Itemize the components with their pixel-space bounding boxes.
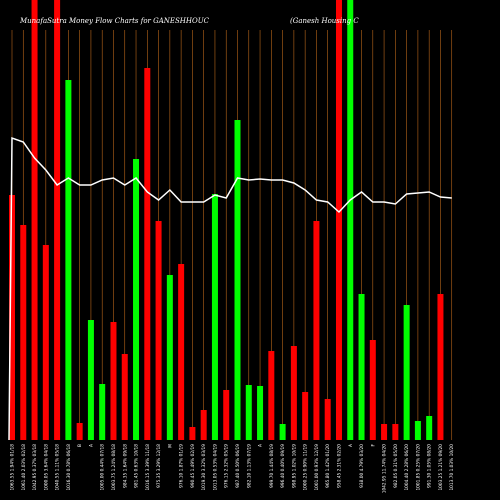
bar-15 bbox=[166, 275, 173, 440]
x-tick-label: A bbox=[258, 444, 264, 447]
bar-25 bbox=[279, 424, 286, 440]
x-tick-label: A bbox=[88, 444, 94, 447]
bar-35 bbox=[392, 424, 399, 440]
bar-37 bbox=[414, 421, 421, 440]
x-tick-label: 984.35 1.64% 09/18 bbox=[122, 444, 128, 488]
x-tick-label: A bbox=[348, 444, 354, 447]
bar-18 bbox=[200, 410, 207, 440]
x-tick-label: 1019.30 3.32% 03/19 bbox=[201, 444, 207, 491]
bar-28 bbox=[313, 221, 320, 440]
x-tick-label: 1001.85 0.25% 07/20 bbox=[415, 444, 421, 491]
bar-22 bbox=[245, 385, 252, 440]
x-tick-label: 998.95 1.02% 10/19 bbox=[291, 444, 297, 488]
bar-10 bbox=[110, 322, 117, 440]
x-tick-label: 999.70 1.44% 08/19 bbox=[269, 444, 275, 488]
bar-29 bbox=[324, 399, 331, 440]
bar-9 bbox=[99, 384, 106, 440]
x-tick-label: B bbox=[77, 444, 83, 447]
bar-26 bbox=[290, 346, 297, 440]
x-tick-label: M bbox=[167, 444, 173, 448]
bar-27 bbox=[302, 392, 309, 440]
bar-32 bbox=[358, 294, 365, 440]
bar-33 bbox=[369, 340, 376, 440]
x-tick-label: 1000.25 0.90% 11/19 bbox=[303, 444, 309, 491]
grid-lines bbox=[11, 30, 453, 440]
x-tick-label: 990.45 1.49% 02/19 bbox=[190, 444, 196, 488]
x-tick-label: 1000.05 3.64% 04/18 bbox=[43, 444, 49, 491]
x-tick-label: 1001.00 0.93% 12/19 bbox=[314, 444, 320, 491]
x-tick-label: 975.35 3.29% 12/18 bbox=[156, 444, 162, 488]
x-tick-label: 981.45 0.63% 10/18 bbox=[134, 444, 140, 488]
x-tick-label: 982.10 1.13% 07/19 bbox=[246, 444, 252, 488]
x-tick-label: F bbox=[370, 443, 376, 446]
bar-16 bbox=[178, 264, 185, 440]
x-tick-label: 1013.70 1.03% 10/20 bbox=[449, 444, 455, 491]
bar-19 bbox=[211, 194, 218, 440]
x-tick-label: 996.40 0.40% 09/19 bbox=[280, 444, 286, 488]
x-tick-label: 982.05 0.31% 05/20 bbox=[393, 444, 399, 488]
x-tick-label: 1013.05 0.53% 04/19 bbox=[212, 444, 218, 491]
chart-subtitle: (Ganesh Housing C bbox=[290, 17, 359, 25]
x-tick-label: 1042.95 0.37% 03/18 bbox=[32, 444, 38, 491]
x-tick-label: 1061.40 2.03% 02/18 bbox=[21, 444, 27, 491]
bar-14 bbox=[155, 221, 162, 440]
bar-24 bbox=[268, 351, 275, 440]
money-flow-line bbox=[8, 136, 452, 441]
bar-23 bbox=[257, 386, 264, 440]
x-tick-label: 958.45 2.31% 02/20 bbox=[336, 444, 342, 488]
x-tick-label: 1063.55 1.94% 01/18 bbox=[10, 444, 16, 491]
bar-11 bbox=[121, 354, 128, 440]
bar-34 bbox=[381, 424, 388, 440]
x-tick-label: 1003.25 1.21% 09/20 bbox=[438, 444, 444, 491]
bar-20 bbox=[223, 390, 230, 440]
x-tick-labels: 1063.55 1.94% 01/18 1061.40 2.03% 02/18 10… bbox=[10, 443, 456, 493]
bar-39 bbox=[437, 294, 444, 440]
x-tick-label: 965.80 1.42% 01/20 bbox=[325, 444, 331, 488]
bar-8 bbox=[87, 320, 94, 440]
bar-3 bbox=[31, 0, 38, 440]
bar-31 bbox=[347, 0, 354, 440]
x-tick-label: 1016.15 3.39% 11/18 bbox=[145, 444, 151, 491]
bar-30 bbox=[335, 0, 342, 440]
bar-4 bbox=[42, 245, 49, 440]
bars bbox=[9, 0, 444, 440]
bar-17 bbox=[189, 427, 196, 440]
bar-5 bbox=[54, 0, 61, 440]
x-tick-label: 1016.30 0.78% 06/18 bbox=[66, 444, 72, 491]
x-tick-label: 991.30 1.05% 08/20 bbox=[427, 444, 433, 488]
bar-12 bbox=[133, 159, 140, 440]
x-tick-label: 976.10 1.87% 01/19 bbox=[179, 444, 185, 488]
x-tick-label: 976.15 2.32% 05/19 bbox=[224, 444, 230, 488]
bar-7 bbox=[76, 423, 83, 440]
bar-6 bbox=[65, 80, 72, 440]
bar-21 bbox=[234, 120, 241, 440]
x-tick-label: 1003.75 1.24% 08/18 bbox=[111, 444, 117, 491]
x-tick-label: 938.00 4.79% 03/20 bbox=[359, 444, 365, 488]
x-tick-label: 1042.95 11.74% 04/20 bbox=[382, 444, 388, 494]
x-tick-label: 1005.00 0.44% 07/18 bbox=[100, 444, 106, 491]
bar-1 bbox=[9, 195, 15, 440]
x-tick-label: 1004.40 2.28% 06/20 bbox=[404, 444, 410, 491]
x-tick-label: 987.40 0.50% 06/19 bbox=[235, 444, 241, 488]
bar-38 bbox=[426, 416, 433, 440]
bar-36 bbox=[403, 305, 410, 440]
bar-13 bbox=[144, 68, 151, 440]
x-tick-label: 1040.55 1.11% 05/18 bbox=[55, 444, 61, 491]
chart-title: MunafaSutra Money Flow Charts for GANESH… bbox=[19, 17, 210, 25]
bar-2 bbox=[20, 225, 27, 440]
